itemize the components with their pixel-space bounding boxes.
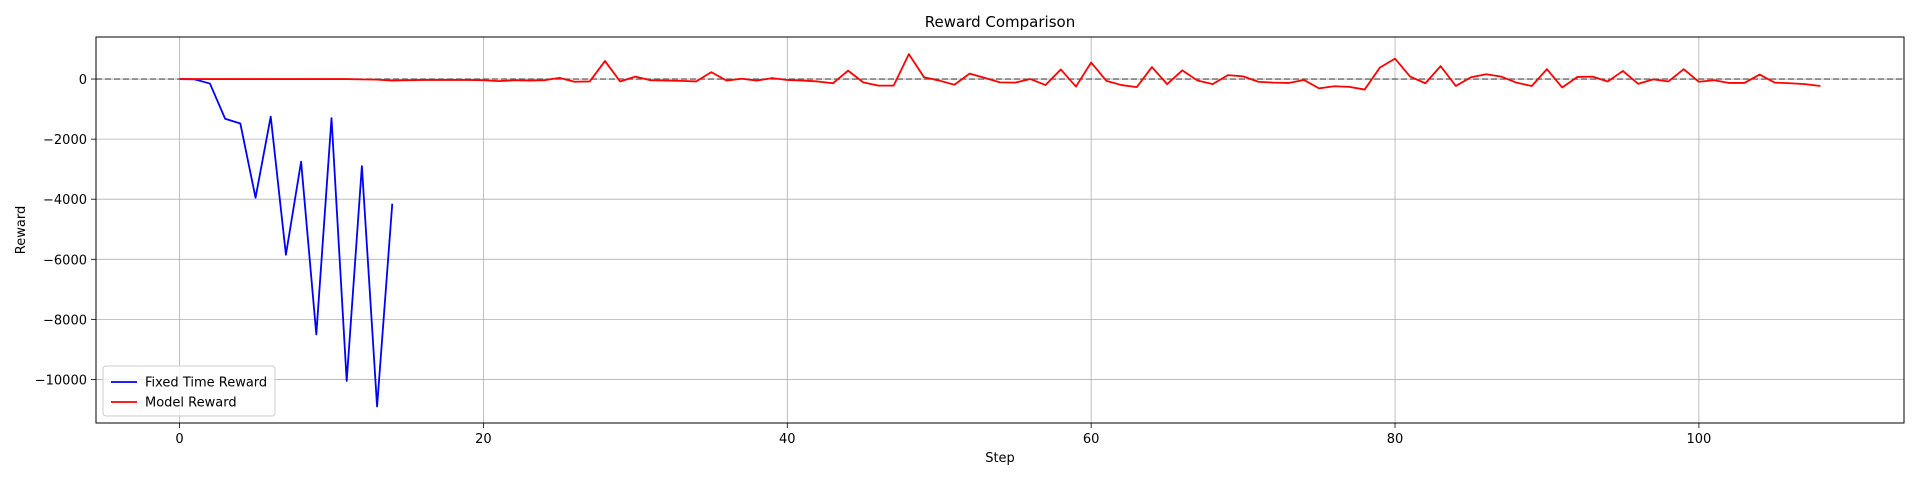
legend-entry-label: Model Reward bbox=[145, 396, 237, 411]
chart-title: Reward Comparison bbox=[925, 13, 1075, 31]
x-tick-label: 60 bbox=[1083, 432, 1100, 447]
x-axis-label: Step bbox=[985, 451, 1015, 466]
series-lines bbox=[179, 53, 1821, 408]
y-axis-label: Reward bbox=[14, 206, 29, 254]
y-tick-label: −4000 bbox=[43, 193, 87, 208]
y-tick-label: −2000 bbox=[43, 133, 87, 148]
series-line-model-reward bbox=[179, 53, 1821, 91]
y-tick-label: −10000 bbox=[35, 373, 87, 388]
x-axis-ticks: 0 20 40 60 80 100 bbox=[175, 423, 1711, 447]
plot-area-frame bbox=[95, 36, 1905, 424]
grid bbox=[96, 37, 1904, 423]
x-tick-label: 80 bbox=[1387, 432, 1404, 447]
legend: Fixed Time Reward Model Reward bbox=[102, 365, 276, 417]
y-tick-label: 0 bbox=[79, 73, 87, 88]
y-tick-label: −6000 bbox=[43, 253, 87, 268]
legend-entry-label: Fixed Time Reward bbox=[145, 376, 267, 391]
x-tick-label: 100 bbox=[1686, 432, 1711, 447]
series-line-fixed-time-reward bbox=[179, 78, 394, 408]
x-tick-label: 40 bbox=[779, 432, 796, 447]
x-tick-label: 0 bbox=[175, 432, 183, 447]
x-tick-label: 20 bbox=[475, 432, 492, 447]
y-axis-ticks: 0 −2000 −4000 −6000 −8000 −10000 bbox=[35, 73, 96, 388]
legend-box bbox=[102, 365, 276, 417]
y-tick-label: −8000 bbox=[43, 313, 87, 328]
